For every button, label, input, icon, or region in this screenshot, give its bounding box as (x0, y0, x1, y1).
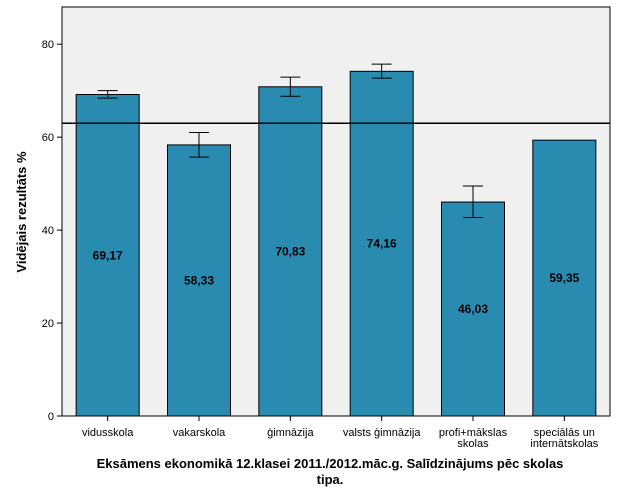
category-label: skolas (457, 438, 489, 450)
data-label: 74,16 (367, 237, 397, 251)
data-label: 59,35 (549, 271, 579, 285)
y-tick-label: 60 (42, 132, 54, 144)
data-label: 70,83 (275, 244, 305, 258)
error-bar (189, 131, 209, 158)
category-label: vakarskola (173, 427, 226, 439)
error-bar (463, 185, 483, 219)
error-bar (280, 76, 301, 97)
category-label: internātskolas (530, 438, 598, 450)
y-tick-label: 20 (42, 318, 54, 330)
category-label: profi+mākslas (439, 427, 508, 439)
bars (75, 70, 597, 417)
bar (75, 94, 140, 417)
y-axis-label: Vidējais rezultāts % (14, 151, 29, 273)
x-axis-categories: vidusskola vakarskola ģimnāzija valsts ģimn… (82, 416, 599, 450)
category-label: vidusskola (82, 427, 134, 439)
data-label: 58,33 (184, 273, 214, 287)
y-tick-label: 40 (42, 225, 54, 237)
x-axis-title-line-2: tipa. (316, 472, 344, 487)
y-tick-label: 80 (42, 39, 54, 51)
y-axis: 0 20 40 60 80 (42, 39, 62, 423)
data-label: 46,03 (458, 302, 488, 316)
category-label: speciālās un (534, 427, 595, 439)
category-label: valsts ģimnāzija (343, 426, 422, 439)
data-labels: 69,17 58,33 70,83 74,16 46,03 59,35 (93, 237, 580, 316)
category-label: ģimnāzija (267, 426, 314, 439)
plot-area (61, 6, 611, 417)
data-label: 69,17 (93, 248, 123, 262)
error-bars (97, 63, 483, 219)
error-bar (97, 90, 118, 99)
x-axis-title-line-1: Eksāmens ekonomikā 12.klasei 2011./2012.… (96, 456, 564, 471)
y-tick-label: 0 (48, 411, 54, 423)
error-bar (371, 63, 392, 79)
bar (532, 139, 597, 417)
x-axis-title: Eksāmens ekonomikā 12.klasei 2011./2012.… (30, 456, 625, 488)
